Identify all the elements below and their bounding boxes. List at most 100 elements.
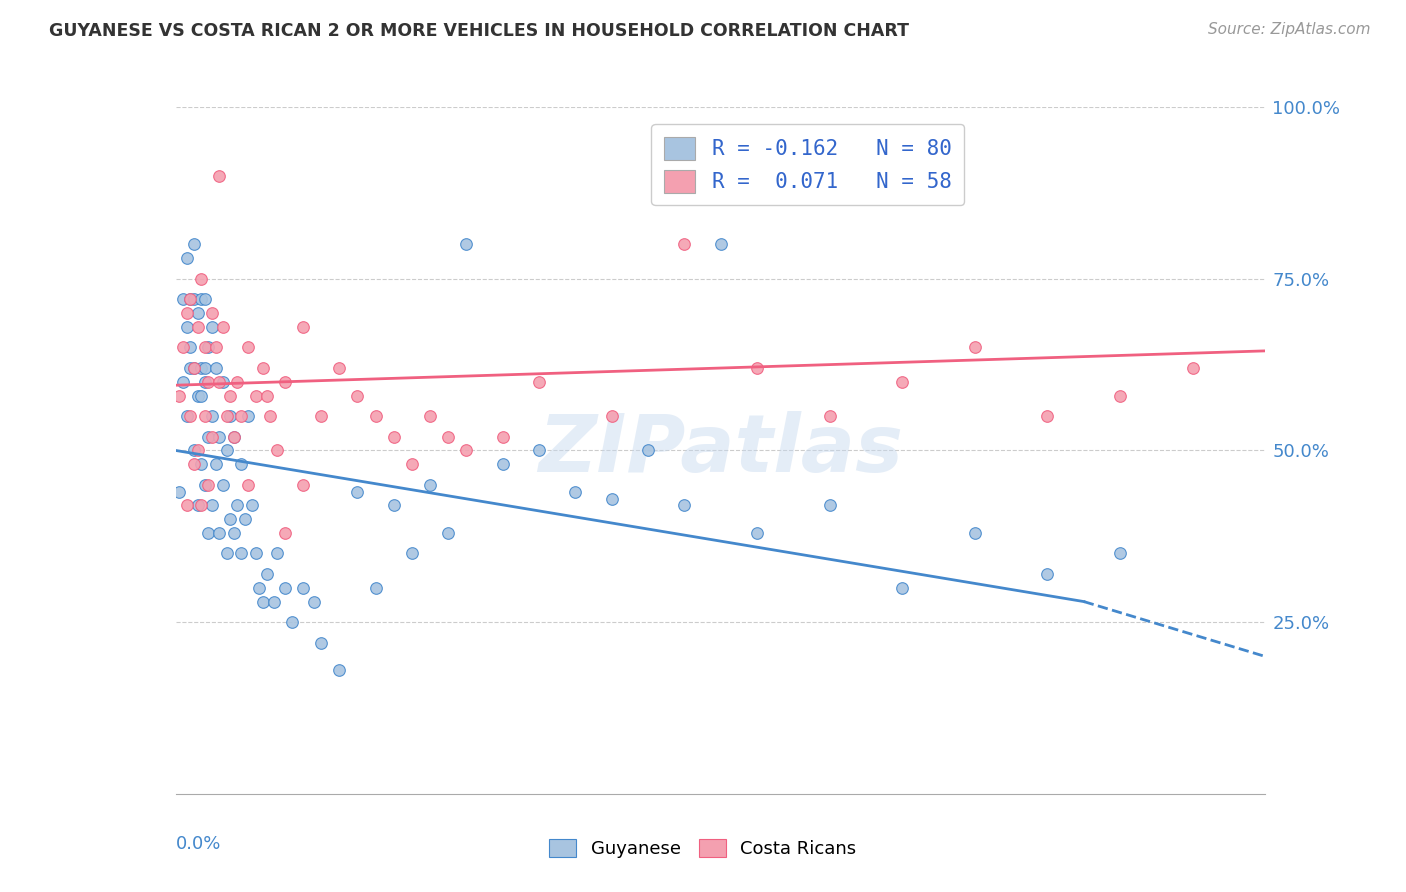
Point <box>492 457 515 471</box>
Point <box>238 340 260 354</box>
Point <box>963 525 986 540</box>
Point <box>527 375 550 389</box>
Point <box>328 663 350 677</box>
Point <box>437 525 460 540</box>
Point <box>256 388 278 402</box>
Text: 0.0%: 0.0% <box>176 835 221 853</box>
Point <box>1036 567 1059 582</box>
Point <box>274 375 297 389</box>
Point <box>245 546 267 561</box>
Point <box>183 293 205 307</box>
Point <box>169 484 191 499</box>
Point <box>212 478 235 492</box>
Point <box>600 491 623 506</box>
Point <box>1109 546 1132 561</box>
Point <box>176 251 198 265</box>
Point <box>179 293 201 307</box>
Point <box>673 499 696 513</box>
Point <box>309 636 332 650</box>
Point <box>259 409 281 423</box>
Point <box>302 594 325 608</box>
Point <box>194 409 217 423</box>
Point <box>190 457 212 471</box>
Point <box>252 594 274 608</box>
Point <box>891 581 914 595</box>
Point <box>673 237 696 252</box>
Point <box>190 388 212 402</box>
Point <box>263 594 285 608</box>
Point <box>238 478 260 492</box>
Point <box>197 430 219 444</box>
Point <box>231 409 253 423</box>
Point <box>212 375 235 389</box>
Point <box>1181 361 1204 376</box>
Point <box>172 293 194 307</box>
Point <box>201 499 224 513</box>
Point <box>186 319 209 334</box>
Point <box>291 478 314 492</box>
Point <box>745 525 768 540</box>
Point <box>891 375 914 389</box>
Point <box>364 581 387 595</box>
Point <box>183 443 205 458</box>
Point <box>252 361 274 376</box>
Point <box>456 237 478 252</box>
Point <box>256 567 278 582</box>
Point <box>190 293 212 307</box>
Point <box>456 443 478 458</box>
Point <box>600 409 623 423</box>
Point <box>274 581 297 595</box>
Point <box>179 361 201 376</box>
Point <box>564 484 586 499</box>
Point <box>240 499 263 513</box>
Point <box>401 457 423 471</box>
Point <box>197 375 219 389</box>
Text: Source: ZipAtlas.com: Source: ZipAtlas.com <box>1208 22 1371 37</box>
Point <box>208 525 231 540</box>
Point <box>215 409 238 423</box>
Point <box>179 409 201 423</box>
Text: GUYANESE VS COSTA RICAN 2 OR MORE VEHICLES IN HOUSEHOLD CORRELATION CHART: GUYANESE VS COSTA RICAN 2 OR MORE VEHICL… <box>49 22 910 40</box>
Point <box>291 319 314 334</box>
Point <box>266 546 288 561</box>
Point <box>818 499 841 513</box>
Point <box>186 388 209 402</box>
Point <box>176 499 198 513</box>
Point <box>190 271 212 285</box>
Point <box>179 340 201 354</box>
Point <box>186 306 209 320</box>
Point <box>710 237 733 252</box>
Point <box>194 361 217 376</box>
Point <box>637 443 659 458</box>
Point <box>818 409 841 423</box>
Point <box>247 581 270 595</box>
Point <box>201 306 224 320</box>
Point <box>186 443 209 458</box>
Point <box>364 409 387 423</box>
Point <box>274 525 297 540</box>
Point <box>183 361 205 376</box>
Point <box>492 430 515 444</box>
Point <box>179 293 201 307</box>
Point <box>382 430 405 444</box>
Point <box>309 409 332 423</box>
Point <box>197 478 219 492</box>
Point <box>328 361 350 376</box>
Point <box>222 430 245 444</box>
Point <box>201 409 224 423</box>
Text: ZIPatlas: ZIPatlas <box>538 411 903 490</box>
Point <box>201 319 224 334</box>
Point <box>186 499 209 513</box>
Point <box>176 319 198 334</box>
Point <box>527 443 550 458</box>
Point <box>204 457 226 471</box>
Point <box>1109 388 1132 402</box>
Point <box>226 375 249 389</box>
Point <box>291 581 314 595</box>
Point <box>238 409 260 423</box>
Point <box>194 293 217 307</box>
Point <box>222 430 245 444</box>
Point <box>281 615 304 630</box>
Point <box>208 430 231 444</box>
Point <box>231 457 253 471</box>
